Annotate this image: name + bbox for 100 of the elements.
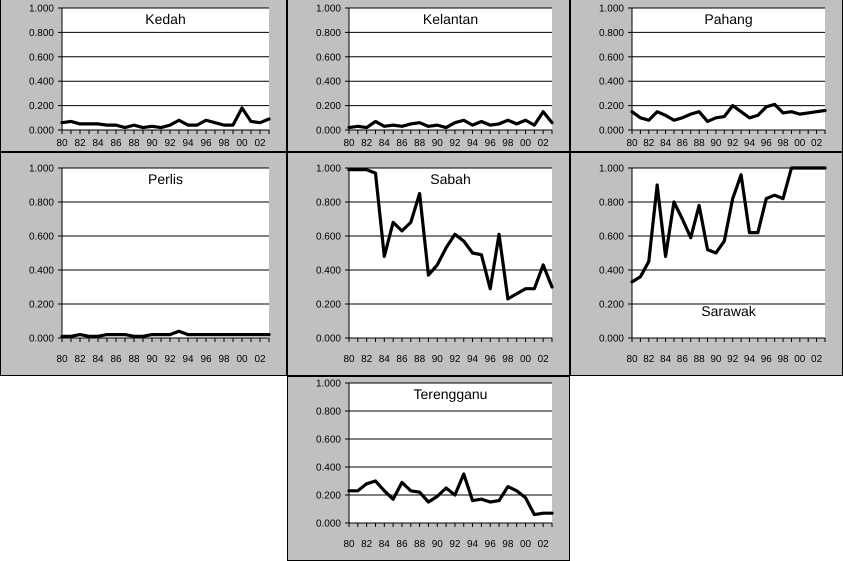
y-tick-label: 0.400 — [598, 76, 624, 88]
x-tick-label: 80 — [343, 138, 355, 149]
y-tick-label: 0.600 — [598, 52, 624, 64]
x-tick-label: 90 — [432, 354, 444, 365]
x-tick-label: 82 — [361, 354, 373, 365]
x-tick-label: 98 — [218, 138, 230, 149]
y-tick-label: 0.000 — [28, 126, 54, 136]
x-tick-label: 88 — [128, 138, 140, 149]
x-tick-label: 02 — [811, 138, 823, 149]
x-tick-label: 02 — [538, 539, 550, 550]
x-tick-label: 80 — [626, 354, 638, 365]
y-tick-label: 0.800 — [598, 198, 624, 208]
x-tick-label: 00 — [794, 354, 806, 365]
y-tick-label: 0.600 — [316, 434, 342, 446]
y-tick-label: 0.800 — [598, 28, 624, 39]
x-tick-label: 82 — [74, 354, 86, 365]
y-tick-label: 0.200 — [598, 101, 624, 112]
y-tick-label: 0.000 — [598, 334, 624, 344]
x-tick-label: 92 — [727, 138, 739, 149]
chart-title: Kelantan — [422, 11, 478, 27]
x-tick-label: 82 — [643, 138, 655, 149]
chart-title: Perlis — [148, 171, 184, 187]
x-tick-label: 82 — [643, 354, 655, 365]
chart-title: Pahang — [704, 11, 753, 27]
x-tick-label: 94 — [182, 354, 194, 365]
x-tick-label: 88 — [414, 138, 426, 149]
x-tick-label: 00 — [236, 138, 248, 149]
x-tick-label: 92 — [727, 354, 739, 365]
x-tick-label: 80 — [56, 354, 68, 365]
y-tick-label: 0.400 — [316, 76, 342, 88]
y-tick-label: 0.600 — [316, 52, 342, 64]
y-tick-label: 0.400 — [598, 266, 624, 276]
y-tick-label: 0.200 — [316, 490, 342, 502]
y-tick-label: 0.600 — [28, 52, 54, 64]
y-tick-label: 0.800 — [316, 198, 342, 208]
y-tick-label: 0.000 — [316, 518, 342, 530]
y-tick-label: 1.000 — [316, 164, 342, 174]
x-tick-label: 98 — [777, 138, 790, 149]
x-tick-label: 84 — [378, 354, 390, 365]
chart-title: Kedah — [145, 11, 186, 27]
x-tick-label: 02 — [254, 354, 266, 365]
y-tick-label: 1.000 — [28, 4, 54, 14]
y-tick-label: 1.000 — [28, 164, 54, 174]
y-tick-label: 0.000 — [316, 126, 342, 136]
x-tick-label: 84 — [660, 138, 672, 149]
x-tick-label: 96 — [200, 138, 212, 149]
y-tick-label: 0.000 — [598, 126, 624, 136]
x-tick-label: 94 — [744, 138, 756, 149]
y-tick-label: 0.400 — [316, 266, 342, 276]
x-tick-label: 98 — [502, 354, 514, 365]
x-tick-label: 96 — [484, 354, 496, 365]
y-tick-label: 0.600 — [28, 232, 54, 242]
x-tick-label: 02 — [538, 138, 550, 149]
x-tick-label: 82 — [74, 138, 86, 149]
y-tick-label: 0.400 — [316, 462, 342, 474]
x-tick-label: 80 — [626, 138, 638, 149]
x-tick-label: 92 — [449, 539, 461, 550]
x-tick-label: 88 — [414, 354, 426, 365]
x-tick-label: 90 — [710, 138, 722, 149]
x-tick-label: 94 — [467, 138, 479, 149]
x-tick-label: 02 — [811, 354, 823, 365]
y-tick-label: 0.000 — [316, 334, 342, 344]
y-tick-label: 0.200 — [28, 101, 54, 112]
y-tick-label: 0.400 — [28, 266, 54, 276]
x-tick-label: 92 — [449, 138, 461, 149]
x-tick-label: 80 — [343, 539, 355, 550]
x-tick-label: 86 — [396, 539, 408, 550]
x-tick-label: 98 — [502, 539, 514, 550]
y-tick-label: 0.000 — [28, 334, 54, 344]
x-tick-label: 84 — [92, 138, 104, 149]
y-tick-label: 0.600 — [598, 232, 624, 242]
x-tick-label: 80 — [56, 138, 68, 149]
x-tick-label: 88 — [694, 138, 706, 149]
x-tick-label: 84 — [378, 539, 390, 550]
x-tick-label: 96 — [760, 354, 772, 365]
x-tick-label: 98 — [502, 138, 514, 149]
x-tick-label: 98 — [777, 354, 790, 365]
x-tick-label: 86 — [110, 138, 122, 149]
y-tick-label: 1.000 — [598, 4, 624, 14]
chart-title: Sabah — [430, 171, 471, 187]
x-tick-label: 96 — [484, 138, 496, 149]
x-tick-label: 00 — [520, 354, 532, 365]
x-tick-label: 88 — [128, 354, 140, 365]
x-tick-label: 96 — [760, 138, 772, 149]
x-tick-label: 90 — [432, 138, 444, 149]
x-tick-label: 90 — [146, 138, 158, 149]
y-tick-label: 0.200 — [598, 300, 624, 310]
x-tick-label: 96 — [200, 354, 212, 365]
text: Sarawak — [701, 302, 757, 319]
x-tick-label: 86 — [676, 138, 688, 149]
x-tick-label: 90 — [432, 539, 444, 550]
x-tick-label: 88 — [694, 354, 706, 365]
x-tick-label: 98 — [218, 354, 230, 365]
y-tick-label: 0.600 — [316, 232, 342, 242]
y-tick-label: 0.200 — [28, 300, 54, 310]
x-tick-label: 94 — [182, 138, 194, 149]
x-tick-label: 96 — [484, 539, 496, 550]
x-tick-label: 92 — [164, 138, 176, 149]
x-tick-label: 86 — [676, 354, 688, 365]
x-tick-label: 94 — [744, 354, 756, 365]
